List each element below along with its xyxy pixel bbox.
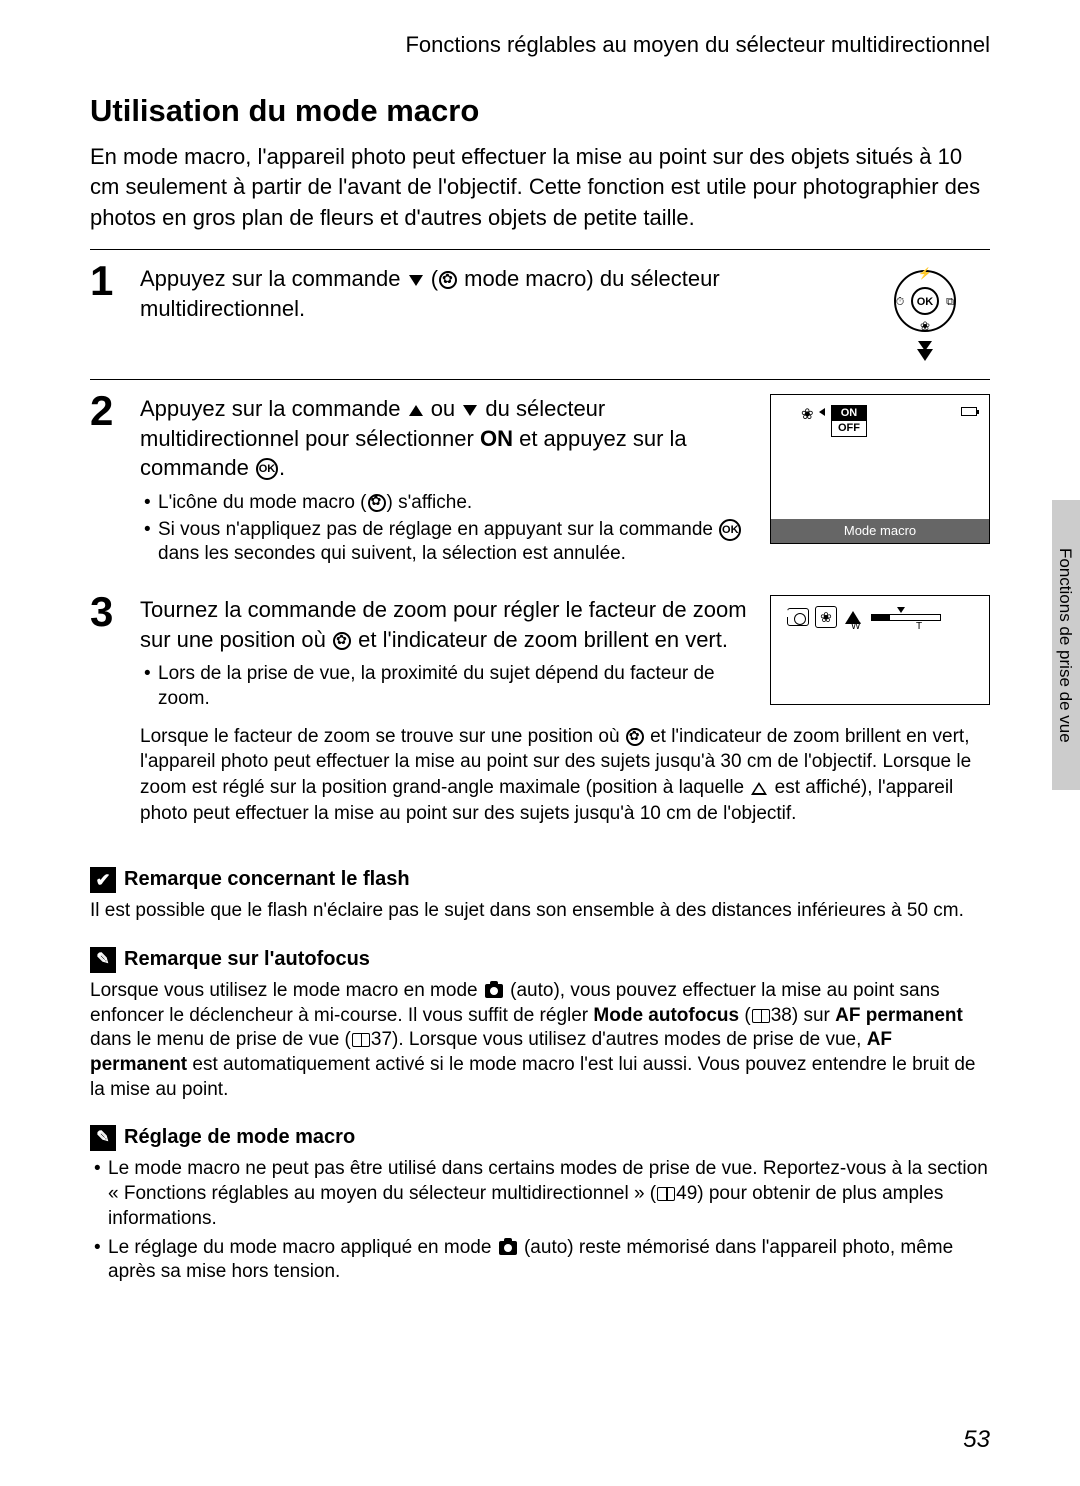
pencil-icon: ✎: [90, 1125, 116, 1151]
check-icon: ✔: [90, 867, 116, 893]
text: Appuyez sur la commande: [140, 266, 407, 291]
text: ou: [425, 396, 462, 421]
text: Le réglage du mode macro appliqué en mod…: [108, 1237, 497, 1258]
note-title: Remarque concernant le flash: [124, 866, 410, 893]
mode-af-bold: Mode autofocus: [593, 1005, 739, 1026]
macro-flower-icon: [439, 271, 457, 289]
wide-angle-icon: [751, 782, 767, 795]
note-title: Remarque sur l'autofocus: [124, 946, 370, 973]
text: .: [279, 455, 285, 480]
note-autofocus: ✎ Remarque sur l'autofocus Lorsque vous …: [90, 946, 990, 1102]
text: Si vous n'appliquez pas de réglage en ap…: [158, 519, 718, 540]
on-off-toggle: ON OFF: [831, 405, 867, 437]
note-body: Il est possible que le flash n'éclaire p…: [90, 899, 990, 924]
bullet: Si vous n'appliquez pas de réglage en ap…: [140, 518, 760, 567]
text: dans le menu de prise de vue (: [90, 1029, 351, 1050]
page-title: Utilisation du mode macro: [90, 90, 990, 132]
step-number: 2: [90, 390, 140, 432]
note-body: Le mode macro ne peut pas être utilisé d…: [90, 1157, 990, 1284]
page-number: 53: [963, 1424, 990, 1456]
step-2-text: Appuyez sur la commande ou du sélecteur …: [140, 394, 760, 483]
step-2-bullets: L'icône du mode macro ( ) s'affiche. Si v…: [140, 491, 760, 567]
svg-text:⏱: ⏱: [896, 296, 905, 308]
up-icon: [409, 405, 423, 416]
bullet: Le mode macro ne peut pas être utilisé d…: [90, 1157, 990, 1231]
step-3: 3 Tournez la commande de zoom pour régle…: [90, 587, 990, 714]
manual-ref-icon: [352, 1033, 370, 1047]
note-macro-setting: ✎ Réglage de mode macro Le mode macro ne…: [90, 1124, 990, 1284]
zoom-indicator-icon: [897, 607, 905, 613]
note-title: Réglage de mode macro: [124, 1124, 355, 1151]
text: 38) sur: [771, 1005, 835, 1026]
off-label: OFF: [832, 421, 866, 436]
manual-ref-icon: [752, 1009, 770, 1023]
bullet: Lors de la prise de vue, la proximité du…: [140, 662, 760, 711]
left-indicator-icon: [819, 408, 825, 416]
svg-text:⧉: ⧉: [946, 296, 954, 308]
down-icon: [409, 275, 423, 286]
divider: [90, 249, 990, 250]
down-icon: [463, 405, 477, 416]
svg-text:❀: ❀: [920, 319, 930, 333]
lcd-footer-label: Mode macro: [771, 519, 989, 543]
step-3-graphic: ❀ W T: [770, 595, 990, 705]
macro-flower-icon: [368, 494, 386, 512]
step-3-bullets: Lors de la prise de vue, la proximité du…: [140, 662, 760, 711]
on-bold: ON: [480, 426, 513, 451]
step-3-continued: Lorsque le facteur de zoom se trouve sur…: [90, 724, 990, 827]
af-permanent-bold: AF permanent: [835, 1005, 963, 1026]
step-number: 3: [90, 591, 140, 633]
text: Lorsque le facteur de zoom se trouve sur…: [140, 726, 625, 747]
lcd-screen-mock: ❀ ON OFF Mode macro: [770, 394, 990, 544]
ok-button-icon: OK: [256, 458, 278, 480]
text: L'icône du mode macro (: [158, 492, 367, 513]
side-tab: Fonctions de prise de vue: [1052, 500, 1080, 790]
zoom-w-label: W: [851, 620, 860, 634]
note-flash: ✔ Remarque concernant le flash Il est po…: [90, 866, 990, 924]
divider: [90, 379, 990, 380]
text: Lorsque vous utilisez le mode macro en m…: [90, 980, 483, 1001]
svg-text:⚡: ⚡: [918, 267, 932, 280]
text: (: [425, 266, 438, 291]
zoom-bar: [871, 614, 941, 621]
macro-indicator-icon: ❀: [815, 606, 837, 628]
step-2: 2 Appuyez sur la commande ou du sélecteu…: [90, 386, 990, 569]
on-label: ON: [832, 406, 866, 421]
step-1-text: Appuyez sur la commande ( mode macro) du…: [140, 264, 760, 323]
svg-text:OK: OK: [917, 296, 934, 308]
step-2-graphic: ❀ ON OFF Mode macro: [770, 394, 990, 544]
camera-icon: [499, 1241, 517, 1255]
text: (: [739, 1005, 751, 1026]
bullet: L'icône du mode macro ( ) s'affiche.: [140, 491, 760, 516]
zoom-t-label: T: [916, 620, 922, 634]
bullet: Le réglage du mode macro appliqué en mod…: [90, 1236, 990, 1285]
camera-icon: [485, 984, 503, 998]
text: et l'indicateur de zoom brillent en vert…: [352, 627, 728, 652]
pencil-icon: ✎: [90, 947, 116, 973]
text: 37). Lorsque vous utilisez d'autres mode…: [371, 1029, 867, 1050]
note-body: Lorsque vous utilisez le mode macro en m…: [90, 979, 990, 1102]
step-3-text: Tournez la commande de zoom pour régler …: [140, 595, 760, 654]
battery-icon: [961, 407, 977, 416]
text: est automatiquement activé si le mode ma…: [90, 1054, 975, 1100]
ok-button-icon: OK: [719, 519, 741, 541]
text: dans les secondes qui suivent, la sélect…: [158, 543, 626, 564]
step-1-graphic: OK ⚡ ❀ ⏱ ⧉: [770, 264, 990, 369]
text: Appuyez sur la commande: [140, 396, 407, 421]
multi-selector-icon: OK ⚡ ❀ ⏱ ⧉: [880, 259, 970, 369]
macro-flower-icon: ❀: [801, 405, 814, 425]
lcd-zoom-mock: ❀ W T: [770, 595, 990, 705]
manual-ref-icon: [657, 1187, 675, 1201]
intro-paragraph: En mode macro, l'appareil photo peut eff…: [90, 142, 990, 234]
step-number: 1: [90, 260, 140, 302]
macro-flower-icon: [333, 632, 351, 650]
top-subtitle: Fonctions réglables au moyen du sélecteu…: [90, 30, 990, 60]
step-1: 1 Appuyez sur la commande ( mode macro) …: [90, 256, 990, 369]
text: ) s'affiche.: [387, 492, 473, 513]
macro-flower-icon: [626, 728, 644, 746]
